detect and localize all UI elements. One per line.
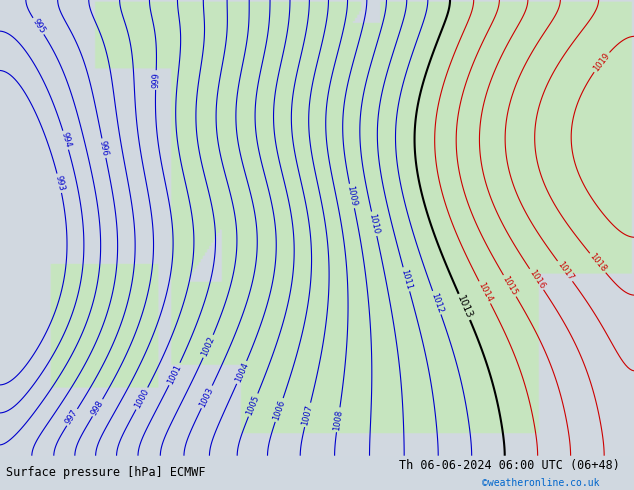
Text: 1015: 1015	[501, 274, 519, 297]
Text: 1014: 1014	[476, 281, 493, 304]
Text: 1016: 1016	[527, 268, 547, 291]
Text: 993: 993	[53, 174, 65, 192]
Text: 1010: 1010	[368, 213, 381, 235]
Text: 1002: 1002	[200, 335, 217, 358]
Text: 1008: 1008	[332, 409, 344, 431]
Text: 1012: 1012	[429, 291, 444, 314]
Text: 1017: 1017	[555, 260, 575, 282]
Text: Surface pressure [hPa] ECMWF: Surface pressure [hPa] ECMWF	[6, 466, 206, 479]
Text: 996: 996	[98, 140, 110, 157]
Text: 1018: 1018	[588, 252, 608, 274]
Text: 1005: 1005	[245, 393, 261, 416]
Text: 1011: 1011	[399, 268, 413, 291]
Text: 1007: 1007	[301, 404, 314, 426]
Text: 1006: 1006	[271, 398, 287, 421]
Text: 1013: 1013	[455, 294, 474, 320]
Text: 1003: 1003	[198, 386, 216, 408]
Text: 1000: 1000	[133, 387, 151, 410]
Text: 997: 997	[64, 408, 80, 426]
Text: 999: 999	[151, 72, 160, 88]
Text: 1009: 1009	[346, 185, 358, 207]
Text: Th 06-06-2024 06:00 UTC (06+48): Th 06-06-2024 06:00 UTC (06+48)	[399, 460, 620, 472]
Text: 1001: 1001	[166, 363, 183, 386]
Text: 994: 994	[59, 131, 72, 149]
Text: 998: 998	[89, 399, 105, 417]
Text: 995: 995	[30, 17, 46, 35]
Text: 1019: 1019	[592, 51, 611, 73]
Text: ©weatheronline.co.uk: ©weatheronline.co.uk	[482, 478, 599, 488]
Text: 1004: 1004	[233, 361, 250, 384]
